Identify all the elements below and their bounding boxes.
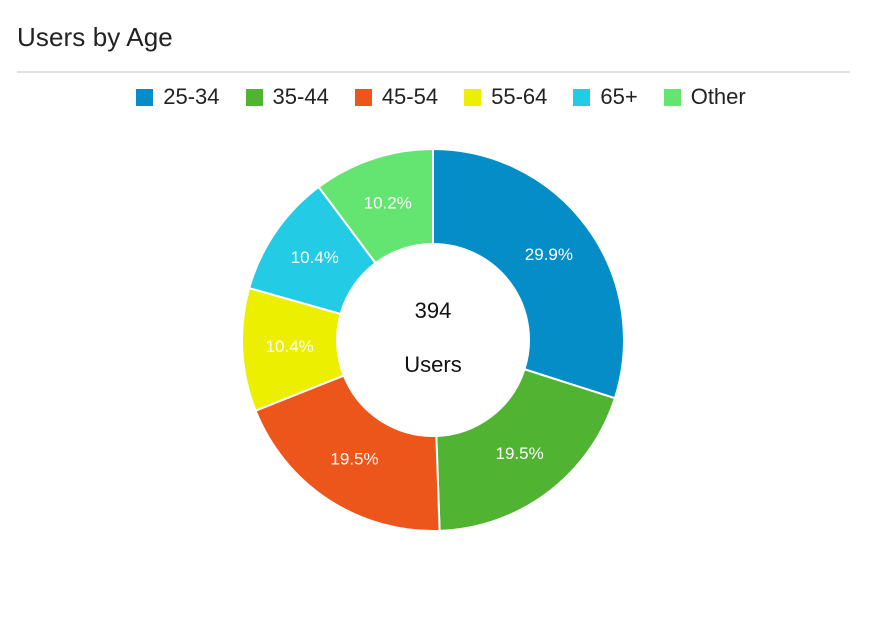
legend-label: 45-54 bbox=[381, 84, 439, 109]
legend-label: 65+ bbox=[600, 84, 638, 109]
slice-45-54[interactable] bbox=[254, 374, 441, 532]
legend-item-55-64[interactable]: 55-64 bbox=[464, 82, 547, 112]
chart-title: Users by Age bbox=[17, 22, 173, 52]
slice-percent-label: 19.5% bbox=[330, 450, 378, 469]
slice-other[interactable] bbox=[317, 147, 434, 265]
center-total-label: Users bbox=[404, 352, 461, 377]
title-divider bbox=[17, 71, 850, 73]
legend-label: 25-34 bbox=[163, 84, 220, 109]
legend-swatch bbox=[573, 88, 591, 106]
slice-25-34[interactable] bbox=[432, 147, 625, 400]
slice-percent-label: 19.5% bbox=[495, 444, 543, 463]
legend-item-25-34[interactable]: 25-34 bbox=[136, 82, 220, 112]
legend-swatch bbox=[663, 88, 681, 106]
slice-percent-label: 10.4% bbox=[266, 337, 314, 356]
legend-swatch bbox=[464, 88, 482, 106]
slice-percent-label: 10.4% bbox=[291, 248, 339, 267]
legend-item-45-54[interactable]: 45-54 bbox=[354, 82, 439, 112]
legend-label: 35-44 bbox=[272, 84, 329, 109]
legend-item-other[interactable]: Other bbox=[663, 82, 746, 112]
slice-labels: 29.9% 19.5% 19.5% 10.4% 10.4% 10.2% bbox=[266, 193, 573, 468]
slice-percent-label: 10.2% bbox=[364, 193, 412, 212]
center-total-value: 394 bbox=[415, 298, 452, 323]
legend-item-65[interactable]: 65+ bbox=[573, 82, 638, 112]
slice-35-44[interactable] bbox=[435, 368, 617, 532]
chart-legend: 25-34 35-44 45-54 55-64 65+ Other bbox=[0, 82, 882, 112]
legend-item-35-44[interactable]: 35-44 bbox=[245, 82, 329, 112]
legend-label: 55-64 bbox=[491, 84, 548, 109]
legend-label: Other bbox=[690, 84, 746, 109]
donut-slices bbox=[241, 147, 625, 532]
legend-swatch bbox=[354, 88, 372, 106]
legend-swatch bbox=[245, 88, 263, 106]
slice-percent-label: 29.9% bbox=[525, 245, 573, 264]
legend-swatch bbox=[136, 88, 154, 106]
